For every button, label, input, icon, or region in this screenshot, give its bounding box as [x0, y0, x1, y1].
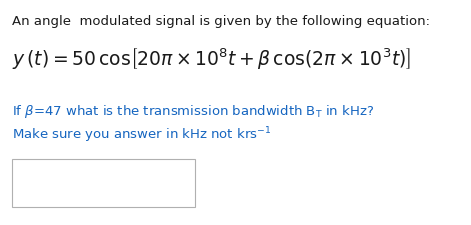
Text: $y\,(t) = 50\,\cos\!\left[20\pi \times 10^{8}t + \beta\,\cos\!\left(2\pi \times : $y\,(t) = 50\,\cos\!\left[20\pi \times 1… — [12, 47, 411, 72]
Text: If $\beta$=47 what is the transmission bandwidth B$_\mathregular{T}$ in kHz?: If $\beta$=47 what is the transmission b… — [12, 103, 374, 120]
Text: Make sure you answer in kHz not krs$^{-1}$: Make sure you answer in kHz not krs$^{-1… — [12, 125, 271, 145]
Bar — [12, 159, 195, 207]
Text: An angle  modulated signal is given by the following equation:: An angle modulated signal is given by th… — [12, 15, 430, 28]
